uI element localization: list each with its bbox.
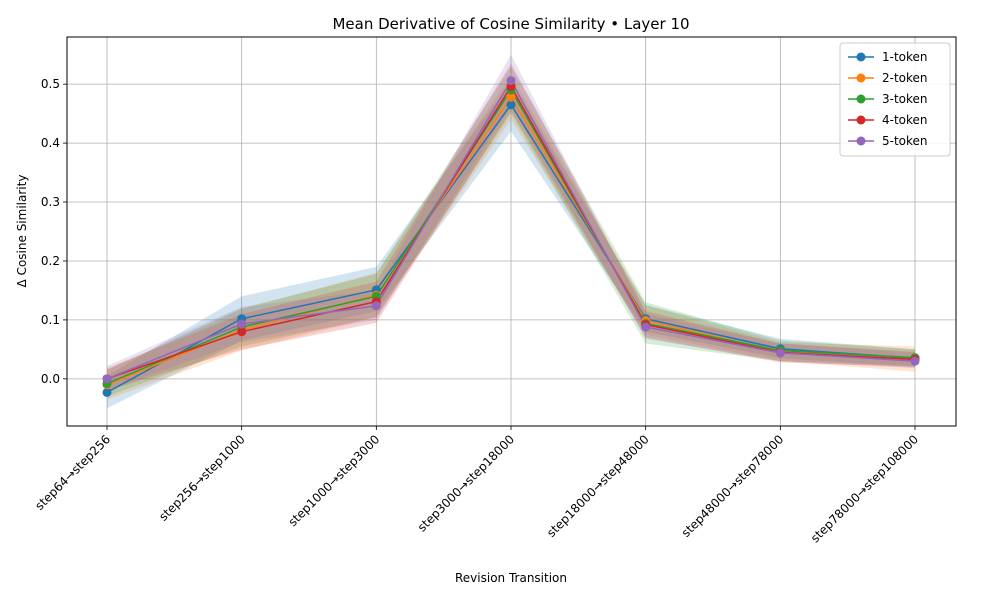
legend-marker-1-token	[857, 53, 866, 62]
data-point-5-token	[237, 320, 246, 329]
data-point-5-token	[641, 322, 650, 331]
y-tick-label: 0.1	[41, 313, 60, 327]
x-tick-label: step64→step256	[32, 432, 113, 513]
y-tick-label: 0.2	[41, 254, 60, 268]
data-point-5-token	[103, 374, 112, 383]
x-tick-label: step18000→step48000	[544, 432, 652, 540]
legend-label: 4-token	[882, 113, 928, 127]
legend-label: 5-token	[882, 134, 928, 148]
data-point-5-token	[372, 301, 381, 310]
data-point-5-token	[507, 76, 516, 85]
legend-label: 3-token	[882, 92, 928, 106]
data-point-5-token	[776, 348, 785, 357]
y-tick-label: 0.4	[41, 136, 60, 150]
legend-marker-3-token	[857, 95, 866, 104]
x-tick-label: step48000→step78000	[679, 432, 787, 540]
x-tick-label: step1000→step3000	[286, 432, 383, 529]
chart-title: Mean Derivative of Cosine Similarity • L…	[332, 15, 689, 33]
y-axis-ticks: 0.0 0.1 0.2 0.3 0.4 0.5	[41, 77, 67, 386]
data-point-5-token	[911, 357, 920, 366]
legend-marker-4-token	[857, 116, 866, 125]
x-tick-label: step78000→step108000	[808, 432, 921, 545]
legend: 1-token 2-token 3-token 4-token 5-token	[840, 43, 950, 156]
data-point-4-token	[237, 327, 246, 336]
y-axis-label: Δ Cosine Similarity	[15, 175, 29, 288]
x-axis-ticks: step64→step256 step256→step1000 step1000→s…	[32, 426, 921, 545]
legend-marker-2-token	[857, 74, 866, 83]
x-tick-label: step256→step1000	[156, 432, 248, 524]
y-tick-label: 0.3	[41, 195, 60, 209]
legend-label: 1-token	[882, 50, 928, 64]
x-axis-label: Revision Transition	[455, 571, 567, 585]
legend-label: 2-token	[882, 71, 928, 85]
data-point-1-token	[103, 388, 112, 397]
x-tick-label: step3000→step18000	[415, 432, 517, 534]
data-point-1-token	[507, 100, 516, 109]
legend-marker-5-token	[857, 137, 866, 146]
y-tick-label: 0.0	[41, 372, 60, 386]
y-tick-label: 0.5	[41, 77, 60, 91]
